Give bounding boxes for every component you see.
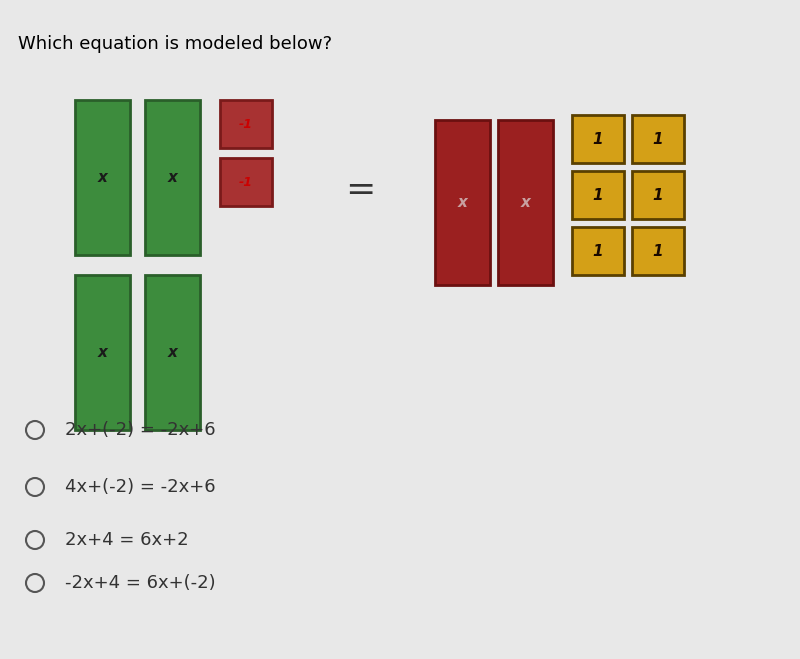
Text: 2x+(-2) = -2x+6: 2x+(-2) = -2x+6 xyxy=(65,421,216,439)
Bar xyxy=(435,120,490,285)
Bar xyxy=(572,227,624,275)
Text: 1: 1 xyxy=(653,132,663,146)
Bar xyxy=(572,115,624,163)
Bar xyxy=(145,275,200,430)
Text: x: x xyxy=(458,195,467,210)
Text: -1: -1 xyxy=(239,117,253,130)
Text: 1: 1 xyxy=(593,188,603,202)
Bar xyxy=(632,171,684,219)
Bar xyxy=(632,115,684,163)
Text: x: x xyxy=(98,345,107,360)
Bar xyxy=(220,158,272,206)
Bar xyxy=(632,227,684,275)
Bar xyxy=(498,120,553,285)
Bar xyxy=(75,275,130,430)
Text: 1: 1 xyxy=(653,188,663,202)
Bar xyxy=(75,100,130,255)
Text: 1: 1 xyxy=(593,243,603,258)
Bar xyxy=(145,100,200,255)
Text: x: x xyxy=(167,170,178,185)
Text: Which equation is modeled below?: Which equation is modeled below? xyxy=(18,35,332,53)
Text: x: x xyxy=(521,195,530,210)
Text: 1: 1 xyxy=(593,132,603,146)
Text: x: x xyxy=(167,345,178,360)
Text: 1: 1 xyxy=(653,243,663,258)
Text: =: = xyxy=(345,173,375,207)
Bar xyxy=(572,171,624,219)
Bar xyxy=(220,100,272,148)
Text: -1: -1 xyxy=(239,175,253,188)
Text: 4x+(-2) = -2x+6: 4x+(-2) = -2x+6 xyxy=(65,478,216,496)
Text: -2x+4 = 6x+(-2): -2x+4 = 6x+(-2) xyxy=(65,574,216,592)
Text: 2x+4 = 6x+2: 2x+4 = 6x+2 xyxy=(65,531,189,549)
Text: x: x xyxy=(98,170,107,185)
